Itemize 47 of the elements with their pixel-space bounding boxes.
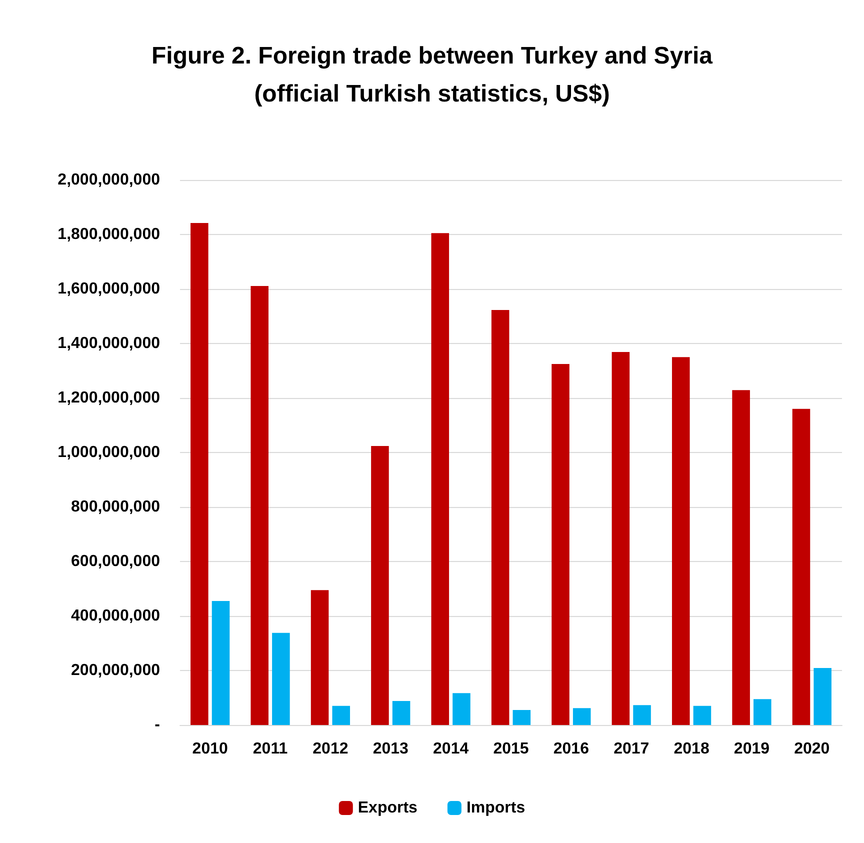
x-tick-label: 2011 [252,740,288,758]
bar [212,601,230,725]
bar [332,706,350,725]
y-tick-label: 200,000,000 [71,662,160,679]
bar [672,357,690,725]
y-tick-label: 1,800,000,000 [58,226,160,243]
bar [392,701,410,725]
y-tick-label: - [154,716,160,734]
bar [693,706,712,725]
x-tick-label: 2012 [312,740,348,758]
x-tick-label: 2013 [372,740,409,758]
bar [310,590,329,725]
legend-label: Exports [358,800,418,816]
x-tick-label: 2015 [493,740,529,758]
y-tick-label: 1,600,000,000 [58,280,160,298]
y-tick-label: 800,000,000 [71,498,160,516]
bar [754,699,772,725]
bar [491,310,510,725]
bar [552,364,570,725]
chart-title: Figure 2. Foreign trade between Turkey and Syria (official Turkish statistics, US$) [151,42,714,108]
y-tick-label: 400,000,000 [71,608,160,624]
x-tick-label: 2017 [614,740,650,758]
x-tick-label: 2014 [433,740,469,758]
bar [371,446,389,725]
bar [452,693,470,725]
y-tick-label: 1,200,000,000 [58,390,160,406]
y-tick-label: 2,000,000,000 [58,172,160,188]
x-tick-label: 2019 [734,740,770,758]
bar [732,390,750,725]
bar [633,705,651,725]
bar [814,668,832,725]
x-tick-label: 2020 [794,740,830,758]
bar [250,286,268,725]
y-tick-label: 600,000,000 [71,553,160,570]
bar [431,233,450,725]
legend-label: Imports [466,800,526,816]
bar [792,408,810,725]
x-tick-label: 2010 [192,740,228,758]
bar [572,708,591,725]
x-tick-label: 2016 [553,740,590,758]
y-tick-label: 1,400,000,000 [58,335,160,352]
bar [272,632,290,725]
bar [190,223,208,725]
bar [612,352,630,725]
bar [512,710,531,725]
y-tick-label: 1,000,000,000 [58,444,160,461]
x-tick-label: 2018 [674,740,710,758]
